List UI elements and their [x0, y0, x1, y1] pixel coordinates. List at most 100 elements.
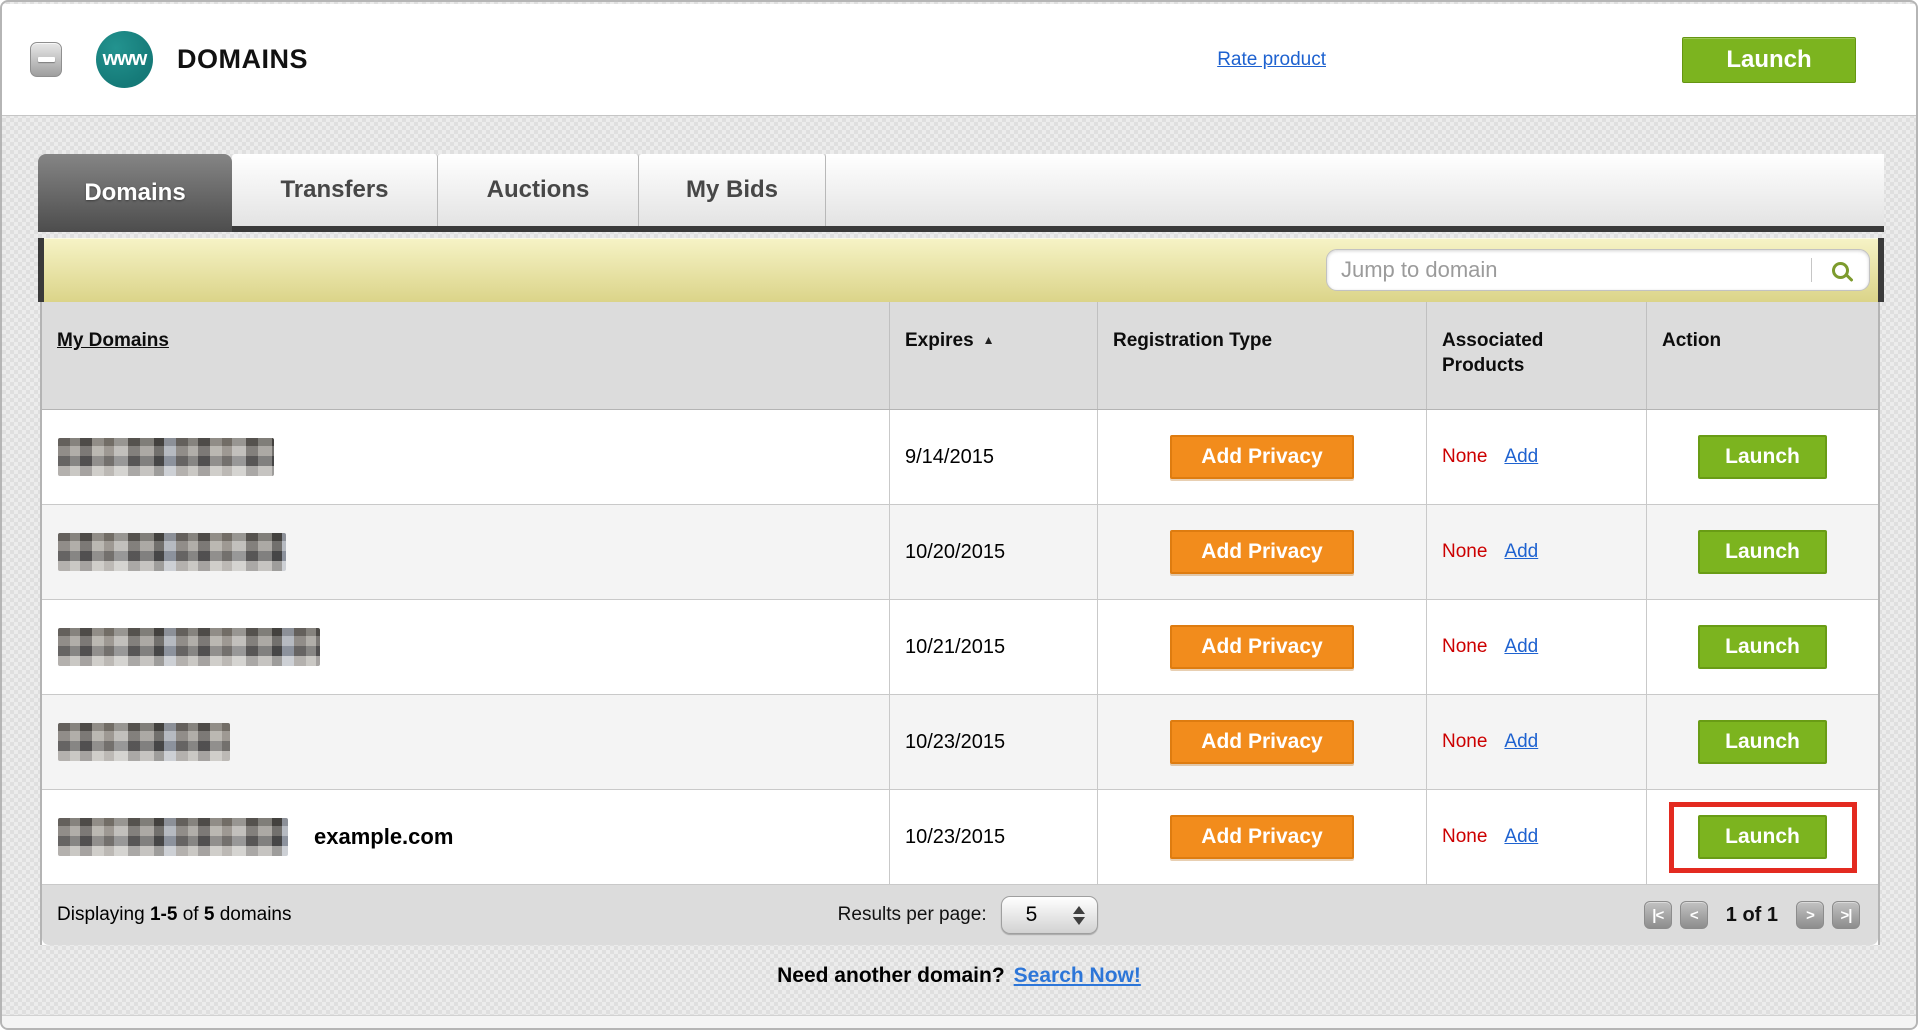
redacted-domain-name: [58, 533, 286, 571]
expires-cell: 9/14/2015: [890, 410, 1098, 504]
associated-products-cell: None Add: [1427, 505, 1647, 599]
action-wrap: Launch: [1698, 435, 1827, 479]
expires-date: 10/23/2015: [905, 730, 1006, 753]
table-row: 10/20/2015 Add Privacy None Add Launch: [42, 505, 1878, 600]
tab-transfers[interactable]: Transfers: [232, 154, 438, 226]
associated-none-value: None: [1442, 446, 1488, 467]
column-title: Registration Type: [1113, 330, 1273, 351]
registration-type-cell: Add Privacy: [1098, 505, 1427, 599]
tab-my-bids[interactable]: My Bids: [639, 154, 826, 226]
associated-add-link[interactable]: Add: [1504, 636, 1539, 657]
results-per-page-label: Results per page:: [837, 904, 987, 925]
registration-type-cell: Add Privacy: [1098, 695, 1427, 789]
search-button[interactable]: [1811, 258, 1869, 282]
jump-to-domain-field: [1326, 249, 1870, 291]
domain-cell: [42, 695, 890, 789]
associated-products-cell: None Add: [1427, 790, 1647, 884]
need-domain-text: Need another domain?: [777, 964, 1005, 987]
search-bar: [38, 238, 1884, 302]
collapse-button[interactable]: [30, 42, 62, 77]
column-header-my-domains[interactable]: My Domains: [42, 302, 890, 409]
www-logo-icon: www: [96, 31, 153, 88]
logo-text: www: [102, 48, 148, 70]
page-indicator: 1 of 1: [1725, 903, 1779, 926]
search-icon: [1832, 261, 1849, 279]
tab-bar-filler: [826, 154, 1884, 226]
action-wrap: Launch: [1698, 530, 1827, 574]
expires-cell: 10/23/2015: [890, 695, 1098, 789]
need-domain-prompt: Need another domain? Search Now!: [2, 964, 1916, 988]
tab-bar: Domains Transfers Auctions My Bids: [38, 154, 1884, 232]
expires-cell: 10/23/2015: [890, 790, 1098, 884]
results-per-page-select[interactable]: 5: [1000, 896, 1098, 934]
redacted-domain-name: [58, 723, 230, 761]
action-cell: Launch: [1647, 600, 1878, 694]
prev-page-button[interactable]: <: [1679, 901, 1708, 929]
expires-date: 10/20/2015: [905, 540, 1006, 563]
redacted-domain-name: [58, 818, 288, 856]
column-title: Expires: [905, 330, 974, 351]
domain-cell: [42, 505, 890, 599]
add-privacy-button[interactable]: Add Privacy: [1170, 720, 1354, 764]
sort-asc-icon: ▲: [982, 333, 995, 347]
action-cell: Launch: [1647, 410, 1878, 504]
column-header-associated-products: Associated Products: [1427, 302, 1647, 409]
select-stepper-icon: [1072, 905, 1085, 925]
expires-date: 9/14/2015: [905, 445, 994, 468]
redacted-domain-name: [58, 628, 320, 666]
row-launch-button[interactable]: Launch: [1698, 720, 1827, 764]
associated-add-link[interactable]: Add: [1504, 731, 1539, 752]
row-launch-button[interactable]: Launch: [1698, 435, 1827, 479]
app-header: www DOMAINS Rate product Launch: [2, 4, 1916, 116]
page-title: DOMAINS: [177, 44, 308, 74]
domain-cell: example.com: [42, 790, 890, 884]
add-privacy-button[interactable]: Add Privacy: [1170, 530, 1354, 574]
tab-auctions[interactable]: Auctions: [438, 154, 639, 226]
action-wrap: Launch: [1698, 625, 1827, 669]
action-cell: Launch: [1647, 695, 1878, 789]
redacted-domain-name: [58, 438, 274, 476]
tab-domains[interactable]: Domains: [38, 154, 232, 232]
add-privacy-button[interactable]: Add Privacy: [1170, 625, 1354, 669]
add-privacy-button[interactable]: Add Privacy: [1170, 435, 1354, 479]
table-header-row: My Domains Expires ▲ Registration Type Assoc…: [42, 302, 1878, 410]
associated-add-link[interactable]: Add: [1504, 446, 1539, 467]
associated-products-cell: None Add: [1427, 695, 1647, 789]
expires-cell: 10/21/2015: [890, 600, 1098, 694]
action-cell: Launch: [1647, 790, 1878, 884]
column-header-expires: Expires ▲: [890, 302, 1098, 409]
jump-to-domain-input[interactable]: [1327, 250, 1811, 290]
column-header-registration-type: Registration Type: [1098, 302, 1427, 409]
action-wrap: Launch: [1698, 720, 1827, 764]
minus-icon: [37, 57, 55, 62]
column-title: My Domains: [57, 330, 169, 351]
add-privacy-button[interactable]: Add Privacy: [1170, 815, 1354, 859]
table-row: 10/23/2015 Add Privacy None Add Launch: [42, 695, 1878, 790]
next-page-button[interactable]: >: [1796, 901, 1825, 929]
column-title: Action: [1662, 330, 1722, 351]
last-page-button[interactable]: >|: [1832, 901, 1861, 929]
results-per-page-value: 5: [1025, 903, 1038, 926]
row-launch-button[interactable]: Launch: [1698, 815, 1827, 859]
action-cell: Launch: [1647, 505, 1878, 599]
displaying-status: Displaying 1-5 of 5 domains: [57, 904, 292, 925]
registration-type-cell: Add Privacy: [1098, 600, 1427, 694]
header-launch-button[interactable]: Launch: [1682, 36, 1856, 83]
associated-none-value: None: [1442, 636, 1488, 657]
domain-cell: [42, 600, 890, 694]
associated-add-link[interactable]: Add: [1504, 826, 1539, 847]
associated-add-link[interactable]: Add: [1504, 541, 1539, 562]
associated-none-value: None: [1442, 826, 1488, 847]
first-page-button[interactable]: |<: [1643, 901, 1672, 929]
table-row: 10/21/2015 Add Privacy None Add Launch: [42, 600, 1878, 695]
expires-cell: 10/20/2015: [890, 505, 1098, 599]
domain-cell: [42, 410, 890, 504]
registration-type-cell: Add Privacy: [1098, 410, 1427, 504]
search-now-link[interactable]: Search Now!: [1013, 964, 1141, 987]
rate-product-link[interactable]: Rate product: [1217, 48, 1326, 70]
table-body: 9/14/2015 Add Privacy None Add Launch 10…: [42, 410, 1878, 885]
row-launch-button[interactable]: Launch: [1698, 625, 1827, 669]
expires-date: 10/21/2015: [905, 635, 1006, 658]
row-launch-button[interactable]: Launch: [1698, 530, 1827, 574]
